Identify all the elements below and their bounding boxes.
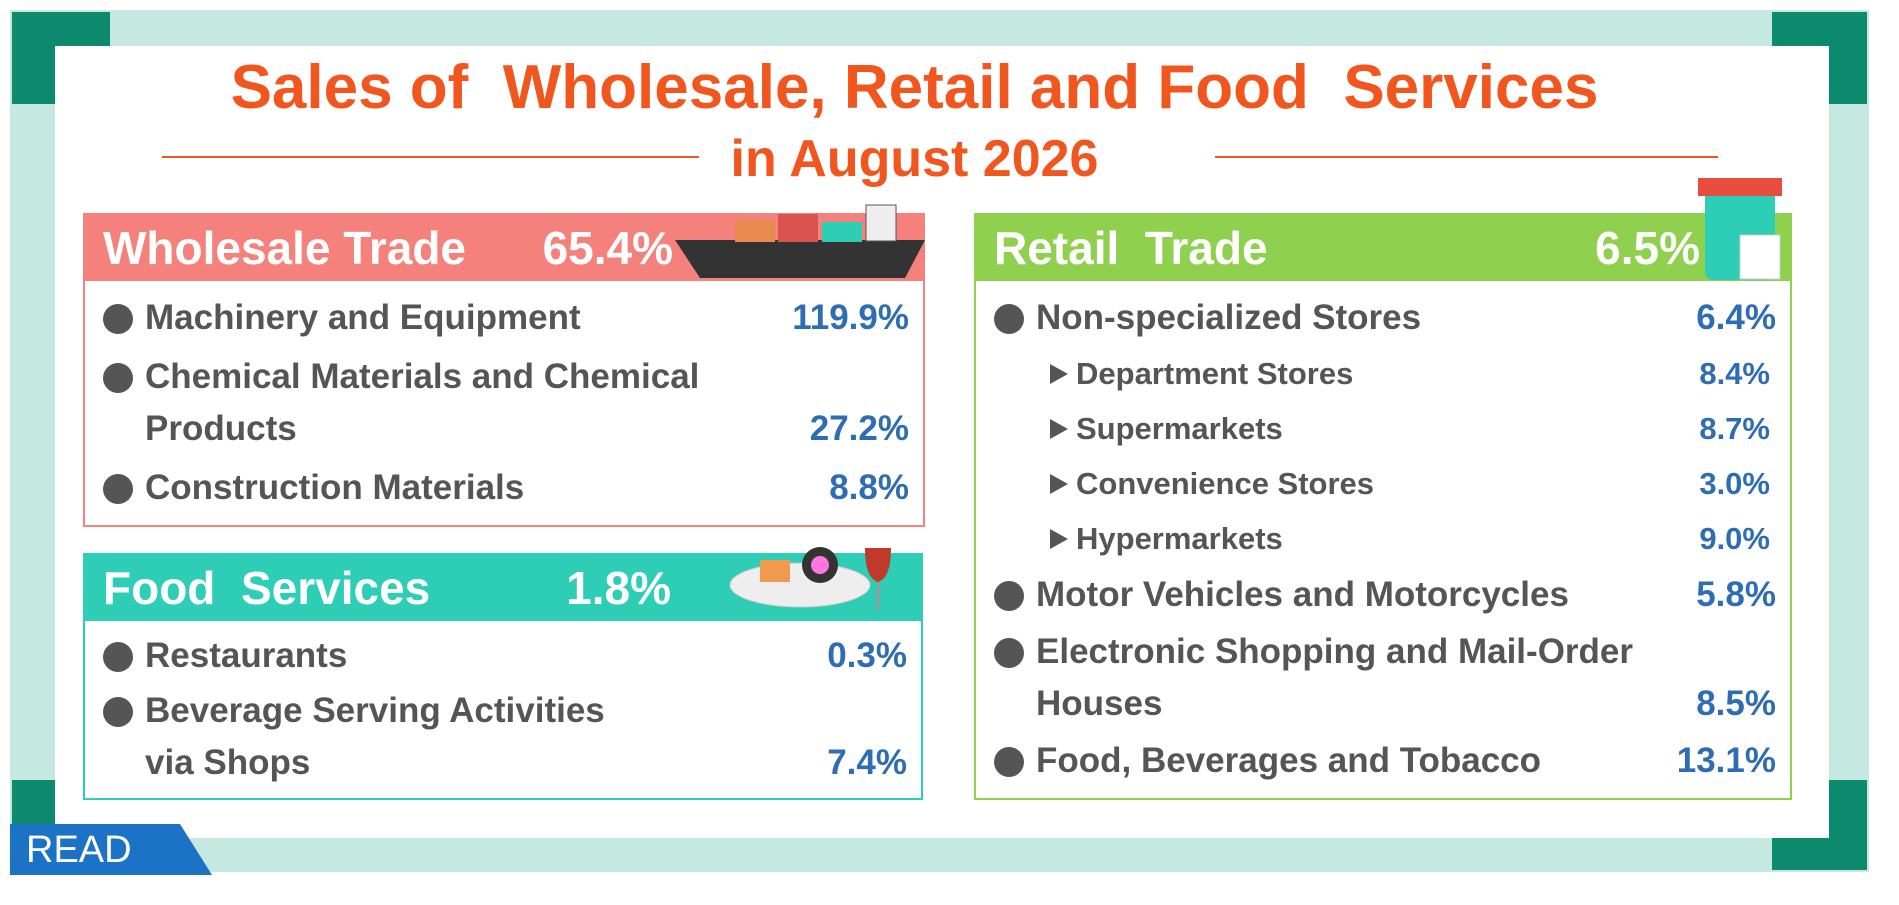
item-label: Beverage Serving Activities xyxy=(145,690,605,730)
item: Restaurants 0.3% xyxy=(85,630,921,682)
section-value: 6.5% xyxy=(1595,222,1700,274)
item: Non-specialized Stores 6.4% xyxy=(976,292,1790,344)
section-header: Retail Trade 6.5% xyxy=(976,215,1790,281)
item: Construction Materials 8.8% xyxy=(85,462,923,514)
subitem-value: 8.4% xyxy=(1699,355,1770,391)
subitem-label: Department Stores xyxy=(1076,355,1354,391)
section-box: Retail Trade 6.5% Non-specialized Stores 6.… xyxy=(974,213,1792,800)
item-value: 6.4% xyxy=(1696,297,1776,337)
section-name: Wholesale Trade xyxy=(103,222,467,274)
read-badge xyxy=(10,824,212,875)
item-value: 7.4% xyxy=(827,742,907,782)
item-label: Food, Beverages and Tobacco xyxy=(1036,741,1542,781)
section-name: Food Services xyxy=(103,562,431,614)
item-label: Motor Vehicles and Motorcycles xyxy=(1036,575,1569,615)
item-value: 119.9% xyxy=(792,298,909,338)
section-body: Machinery and Equipment 119.9% Chemical Ma… xyxy=(85,281,923,525)
section-name: Retail Trade xyxy=(994,222,1268,274)
subitem-value: 9.0% xyxy=(1699,521,1770,557)
subtitle: in August 2026 xyxy=(730,130,1099,188)
section-box: Food Services 1.8% Restaurants 0.3% Beverage… xyxy=(83,553,923,800)
arrow xyxy=(1050,418,1068,439)
item-value: 5.8% xyxy=(1696,575,1776,615)
item-value: 0.3% xyxy=(827,636,907,676)
subitem-label: Supermarkets xyxy=(1076,410,1283,446)
item: Electronic Shopping and Mail-Order Houses… xyxy=(976,626,1790,730)
item-label: via Shops xyxy=(145,742,311,782)
section-value: 1.8% xyxy=(566,562,671,614)
item: Machinery and Equipment 119.9% xyxy=(85,292,923,344)
title: Sales of Wholesale, Retail and Food Serv… xyxy=(230,53,1599,122)
subitem-value: 8.7% xyxy=(1699,410,1770,446)
subitem-label: Hypermarkets xyxy=(1076,521,1283,557)
item-label: Construction Materials xyxy=(145,467,525,507)
subitem: Convenience Stores 3.0% xyxy=(976,459,1790,509)
item-label: Chemical Materials and Chemical xyxy=(145,356,700,396)
item-value: 8.8% xyxy=(829,467,909,507)
section-header: Wholesale Trade 65.4% xyxy=(85,215,923,281)
item-label: Electronic Shopping and Mail-Order xyxy=(1036,632,1633,672)
bullet xyxy=(103,696,133,727)
item: Beverage Serving Activities via Shops 7.4% xyxy=(85,685,921,789)
bullet xyxy=(994,581,1024,612)
item-label: Machinery and Equipment xyxy=(145,298,581,338)
bullet xyxy=(103,362,133,393)
subitem: Hypermarkets 9.0% xyxy=(976,514,1790,564)
arrow xyxy=(1050,363,1068,384)
item-label: Houses xyxy=(1036,684,1163,724)
subitem-value: 3.0% xyxy=(1699,465,1770,501)
item: Chemical Materials and Chemical Products 2… xyxy=(85,351,923,455)
bullet xyxy=(994,638,1024,669)
arrow xyxy=(1050,529,1068,550)
arrow xyxy=(1050,473,1068,494)
section-value: 65.4% xyxy=(542,222,673,274)
item-value: 13.1% xyxy=(1676,741,1776,781)
item: Food, Beverages and Tobacco 13.1% xyxy=(976,735,1790,787)
item-label: Non-specialized Stores xyxy=(1036,297,1422,337)
bullet xyxy=(103,473,133,504)
item-value: 8.5% xyxy=(1696,684,1776,724)
bullet xyxy=(103,642,133,673)
section-header: Food Services 1.8% xyxy=(85,555,921,621)
subitem-label: Convenience Stores xyxy=(1076,465,1375,501)
item-value: 27.2% xyxy=(809,408,909,448)
item-label: Restaurants xyxy=(145,636,348,676)
bullet xyxy=(103,304,133,335)
section-box: Wholesale Trade 65.4% Machinery and Equipm… xyxy=(83,213,925,527)
badge-text: READ xyxy=(26,829,132,871)
item-label: Products xyxy=(145,408,297,448)
subitem: Supermarkets 8.7% xyxy=(976,404,1790,454)
subitem: Department Stores 8.4% xyxy=(976,349,1790,399)
item: Motor Vehicles and Motorcycles 5.8% xyxy=(976,569,1790,621)
bullet xyxy=(994,747,1024,778)
section-body: Non-specialized Stores 6.4% Department Sto… xyxy=(976,281,1790,798)
section-body: Restaurants 0.3% Beverage Serving Activiti… xyxy=(85,621,921,798)
bullet xyxy=(994,303,1024,334)
